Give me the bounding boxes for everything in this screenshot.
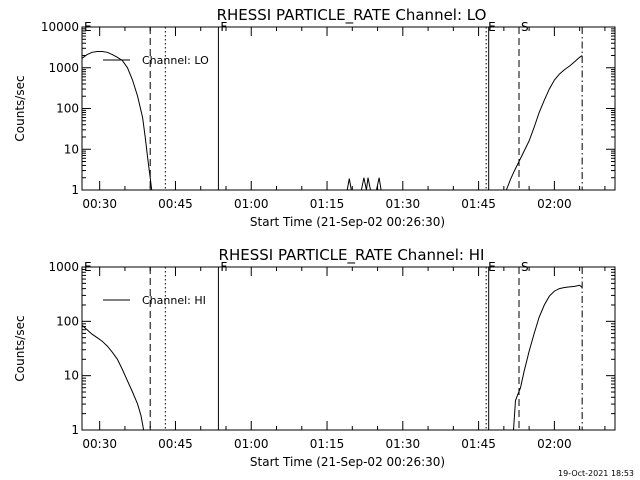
x-tick-label: 01:30 — [386, 437, 421, 451]
chart-panel-hi: RHESSI PARTICLE_RATE Channel: HI Counts/s… — [13, 246, 616, 469]
marker-label: E — [84, 20, 92, 34]
x-tick-label: 00:45 — [158, 437, 193, 451]
y-tick-label: 10 — [64, 142, 79, 156]
y-tick-label: 100 — [56, 314, 79, 328]
data-series-line — [81, 324, 145, 431]
legend-label: Channel: HI — [142, 294, 206, 307]
x-tick-label: 01:30 — [386, 197, 421, 211]
x-tick-label: 01:00 — [234, 197, 269, 211]
chart-title: RHESSI PARTICLE_RATE Channel: HI — [219, 246, 485, 265]
y-tick-label: 1 — [71, 183, 79, 197]
x-tick-label: 01:15 — [310, 197, 345, 211]
marker-label: S — [521, 260, 529, 274]
y-tick-label: 1 — [71, 423, 79, 437]
chart-title: RHESSI PARTICLE_RATE Channel: LO — [217, 6, 487, 25]
x-tick-label: 02:00 — [537, 437, 572, 451]
marker-label: E — [84, 260, 92, 274]
x-tick-label: 01:45 — [461, 197, 496, 211]
timestamp-footer: 19-Oct-2021 18:53 — [558, 469, 634, 478]
x-axis-label: Start Time (21-Sep-02 00:26:30) — [250, 455, 445, 469]
data-series-line — [81, 51, 153, 191]
y-tick-label: 1000 — [48, 61, 79, 75]
chart-panel-lo: RHESSI PARTICLE_RATE Channel: LO Counts/s… — [13, 6, 616, 229]
x-tick-label: 00:45 — [158, 197, 193, 211]
plot-frame — [81, 26, 616, 191]
x-tick-label: 00:30 — [82, 437, 117, 451]
data-series-line — [346, 177, 382, 191]
marker-label: F — [220, 260, 227, 274]
marker-label: S — [521, 20, 529, 34]
data-series-line — [505, 55, 583, 191]
plot-frame — [81, 266, 616, 431]
x-tick-label: 00:30 — [82, 197, 117, 211]
legend-label: Channel: LO — [142, 54, 209, 67]
y-tick-label: 10 — [64, 369, 79, 383]
y-tick-label: 10000 — [41, 20, 79, 34]
x-axis-label: Start Time (21-Sep-02 00:26:30) — [250, 215, 445, 229]
y-tick-label: 100 — [56, 102, 79, 116]
y-axis-label: Counts/sec — [13, 75, 27, 141]
x-tick-label: 01:00 — [234, 437, 269, 451]
x-tick-label: 01:45 — [461, 437, 496, 451]
y-tick-label: 1000 — [48, 260, 79, 274]
marker-label: F — [220, 20, 227, 34]
marker-label: E — [488, 260, 496, 274]
x-tick-label: 02:00 — [537, 197, 572, 211]
marker-label: E — [488, 20, 496, 34]
y-axis-label: Counts/sec — [13, 315, 27, 381]
data-series-line — [513, 284, 583, 431]
x-tick-label: 01:15 — [310, 437, 345, 451]
